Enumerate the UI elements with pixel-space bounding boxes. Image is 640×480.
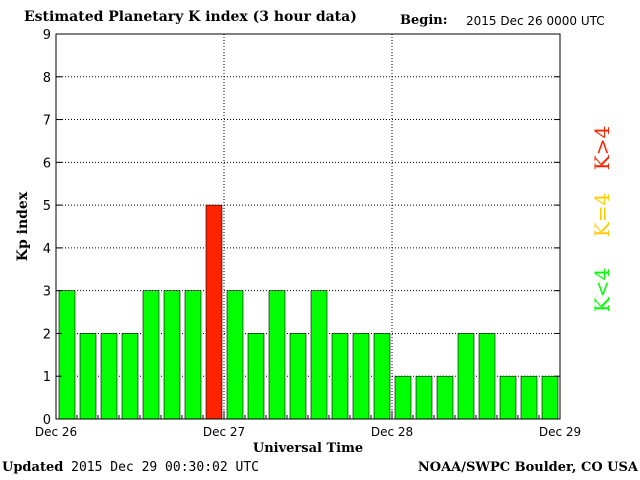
kp-bar [142,290,160,420]
kp-bar [373,333,391,420]
y-tick-label: 5 [43,199,51,214]
legend-entry: K<4 [590,268,614,312]
x-axis-title: Universal Time [253,441,363,456]
x-tick-label: Dec 27 [203,425,245,439]
x-tick-label: Dec 28 [371,425,413,439]
kp-bar [415,375,433,420]
kp-bar [121,333,139,420]
y-axis-title: Kp index [15,191,31,261]
kp-bar [226,290,244,420]
updated-timestamp: Updated 2015 Dec 29 00:30:02 UTC [2,460,259,475]
kp-bar [79,333,97,420]
credit-text: NOAA/SWPC Boulder, CO USA [417,460,638,475]
kp-bar [352,333,370,420]
kp-bar [310,290,328,420]
kp-bar [289,333,307,420]
kp-bar [499,375,517,420]
updated-label: Updated [2,460,64,475]
begin-value: 2015 Dec 26 0000 UTC [466,14,605,28]
kp-bar [436,375,454,420]
begin-label: Begin: [400,13,448,28]
kp-bar [457,333,475,420]
y-tick-label: 1 [43,370,51,385]
updated-value: 2015 Dec 29 00:30:02 UTC [71,460,259,475]
kp-bar [541,375,559,420]
y-tick-label: 0 [43,413,51,428]
y-tick-label: 4 [43,242,51,257]
kp-bar [268,290,286,420]
y-tick-label: 8 [43,71,51,86]
chart-title: Estimated Planetary K index (3 hour data… [24,9,357,25]
kp-bar [205,204,223,420]
y-tick-label: 9 [43,28,51,43]
y-tick-label: 6 [43,156,51,171]
kp-bar [331,333,349,420]
kp-bar [184,290,202,420]
y-tick-label: 7 [43,114,51,129]
x-tick-label: Dec 26 [35,425,77,439]
legend-entry: K>4 [590,126,614,170]
kp-bar [394,375,412,420]
kp-bar [58,290,76,420]
kp-bar [520,375,538,420]
legend-entry: K=4 [590,193,614,237]
kp-bar [163,290,181,420]
kp-bar [100,333,118,420]
x-tick-label: Dec 29 [539,425,581,439]
y-tick-label: 3 [43,285,51,300]
y-tick-label: 2 [43,327,51,342]
kp-bar [478,333,496,420]
kp-bar [247,333,265,420]
